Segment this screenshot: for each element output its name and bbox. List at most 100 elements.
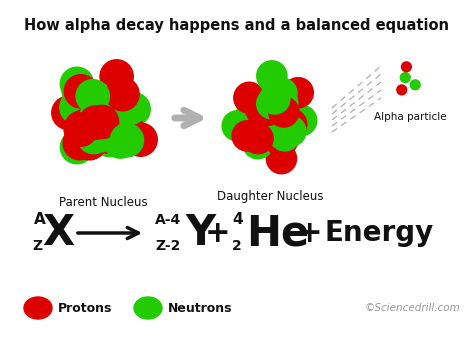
- Text: 2: 2: [232, 239, 242, 253]
- Text: A-4: A-4: [155, 213, 181, 227]
- Circle shape: [83, 118, 118, 153]
- Circle shape: [93, 119, 128, 153]
- Circle shape: [269, 120, 301, 151]
- Text: Daughter Nucleus: Daughter Nucleus: [217, 190, 323, 203]
- Text: Z: Z: [32, 239, 42, 253]
- Text: Energy: Energy: [325, 219, 434, 247]
- Circle shape: [91, 119, 125, 154]
- Circle shape: [89, 104, 123, 139]
- Circle shape: [92, 122, 127, 157]
- Circle shape: [75, 79, 110, 113]
- Circle shape: [268, 96, 300, 128]
- Circle shape: [231, 120, 263, 152]
- Circle shape: [105, 77, 140, 111]
- Circle shape: [63, 126, 97, 161]
- Circle shape: [240, 120, 272, 152]
- Circle shape: [266, 77, 298, 109]
- Circle shape: [249, 109, 281, 140]
- Text: Z-2: Z-2: [155, 239, 181, 253]
- Circle shape: [252, 99, 283, 131]
- Circle shape: [262, 104, 294, 135]
- Circle shape: [245, 94, 277, 126]
- Text: +: +: [205, 218, 231, 247]
- Circle shape: [110, 118, 145, 153]
- Circle shape: [401, 61, 412, 73]
- Text: 4: 4: [232, 213, 243, 228]
- Circle shape: [256, 88, 288, 119]
- Circle shape: [410, 79, 421, 90]
- Circle shape: [65, 81, 100, 116]
- Circle shape: [113, 117, 147, 151]
- Circle shape: [237, 102, 269, 134]
- Text: Neutrons: Neutrons: [168, 302, 233, 314]
- Text: Alpha particle: Alpha particle: [374, 112, 447, 122]
- Circle shape: [59, 90, 94, 125]
- Circle shape: [275, 116, 307, 147]
- Circle shape: [242, 123, 274, 154]
- Circle shape: [259, 101, 291, 132]
- Circle shape: [255, 111, 286, 142]
- Text: +: +: [297, 218, 323, 247]
- Circle shape: [79, 99, 114, 134]
- Circle shape: [65, 94, 100, 128]
- Text: Y: Y: [185, 212, 215, 254]
- Circle shape: [254, 104, 285, 136]
- Text: Parent Nucleus: Parent Nucleus: [59, 196, 147, 209]
- Circle shape: [64, 110, 99, 145]
- Circle shape: [51, 96, 86, 130]
- Text: ©Sciencedrill.com: ©Sciencedrill.com: [364, 303, 460, 313]
- Circle shape: [62, 74, 96, 108]
- Circle shape: [94, 90, 128, 125]
- Circle shape: [82, 114, 117, 149]
- Circle shape: [88, 112, 122, 147]
- Circle shape: [103, 124, 138, 159]
- Circle shape: [79, 82, 114, 116]
- Circle shape: [396, 84, 407, 96]
- Circle shape: [256, 60, 288, 92]
- Circle shape: [93, 113, 128, 148]
- Circle shape: [243, 122, 274, 154]
- Circle shape: [264, 125, 296, 156]
- Circle shape: [64, 112, 98, 147]
- Ellipse shape: [134, 297, 162, 319]
- Circle shape: [233, 82, 265, 113]
- Circle shape: [123, 122, 158, 157]
- Text: How alpha decay happens and a balanced equation: How alpha decay happens and a balanced e…: [25, 18, 449, 33]
- Circle shape: [73, 126, 107, 161]
- Text: He: He: [246, 212, 309, 254]
- Text: X: X: [42, 212, 74, 254]
- Circle shape: [259, 83, 291, 115]
- Circle shape: [78, 105, 113, 140]
- Circle shape: [233, 82, 265, 114]
- Circle shape: [252, 95, 283, 126]
- Circle shape: [100, 59, 134, 94]
- Text: Protons: Protons: [58, 302, 112, 314]
- Circle shape: [237, 84, 268, 116]
- Circle shape: [267, 124, 299, 156]
- Circle shape: [76, 120, 111, 154]
- Circle shape: [116, 92, 151, 127]
- Circle shape: [108, 87, 142, 122]
- Circle shape: [265, 94, 297, 126]
- Circle shape: [109, 123, 144, 157]
- Circle shape: [237, 95, 268, 127]
- Circle shape: [283, 77, 314, 109]
- Circle shape: [286, 105, 318, 136]
- Circle shape: [267, 88, 299, 119]
- Circle shape: [64, 74, 98, 109]
- Circle shape: [221, 110, 253, 142]
- Circle shape: [60, 67, 94, 101]
- Circle shape: [72, 106, 107, 141]
- Circle shape: [112, 91, 147, 126]
- Circle shape: [242, 128, 273, 159]
- Ellipse shape: [24, 297, 52, 319]
- Circle shape: [85, 105, 119, 139]
- Circle shape: [87, 86, 122, 121]
- Circle shape: [73, 108, 108, 143]
- Circle shape: [237, 94, 269, 125]
- Circle shape: [60, 130, 94, 164]
- Text: A: A: [34, 213, 46, 228]
- Circle shape: [267, 117, 299, 148]
- Circle shape: [400, 72, 411, 83]
- Circle shape: [265, 143, 297, 174]
